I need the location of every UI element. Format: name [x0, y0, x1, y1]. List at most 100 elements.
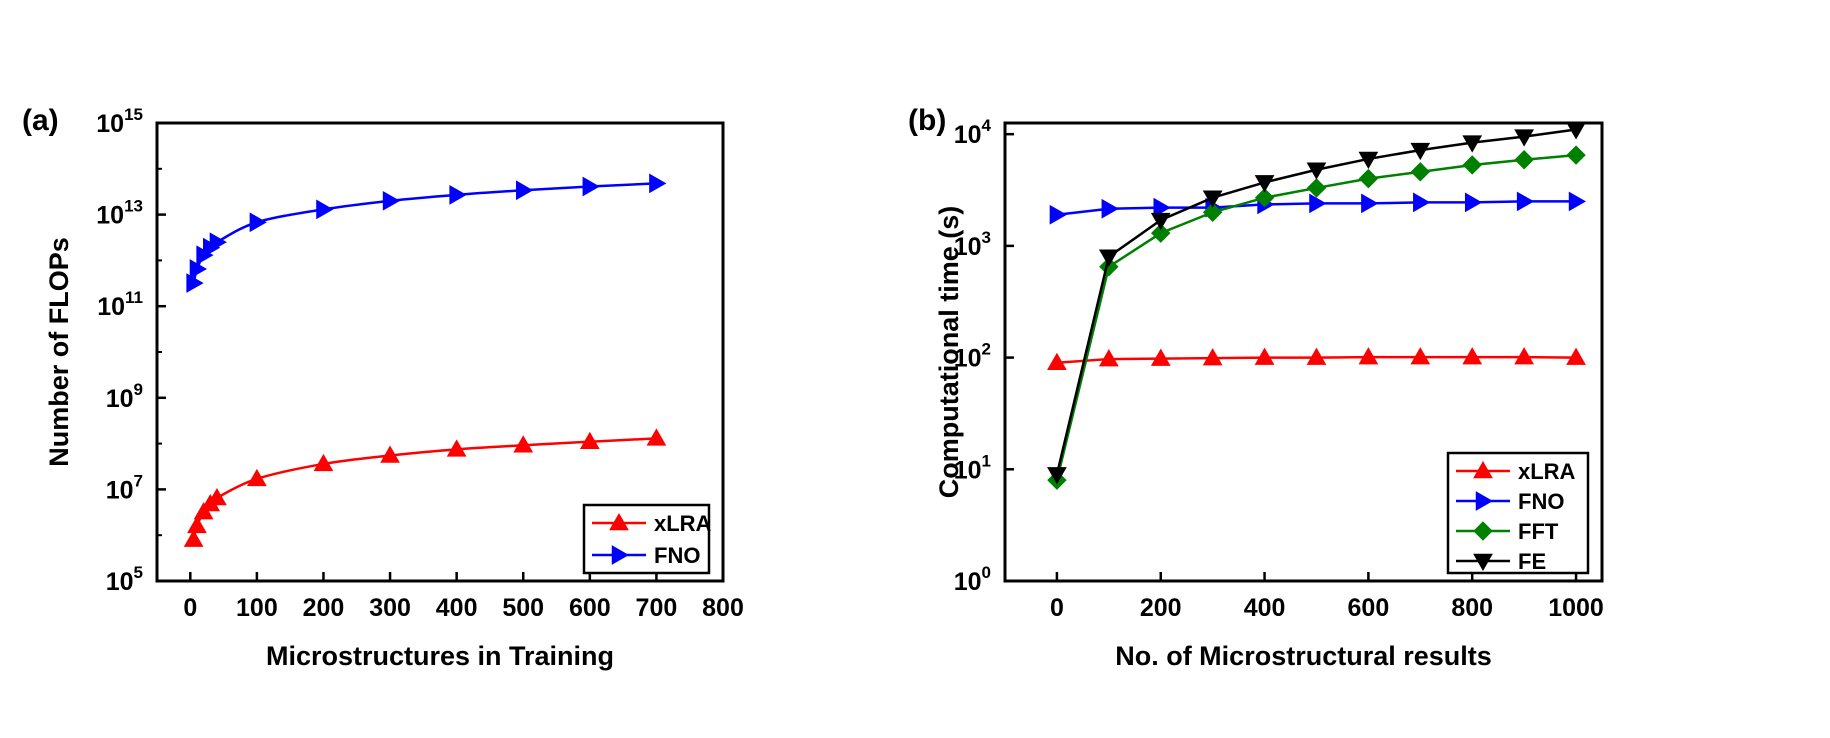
x-tick-label: 400 [1244, 594, 1286, 622]
y-tick-exponent: 13 [124, 197, 143, 216]
data-point-fno [582, 176, 600, 197]
y-tick-exponent: 0 [982, 563, 991, 582]
x-axis-label: Microstructures in Training [266, 641, 614, 671]
data-point-fft [1358, 168, 1379, 189]
data-point-xlra [1410, 347, 1431, 365]
data-point-xlra [1358, 347, 1379, 365]
legend-label: FNO [1518, 489, 1564, 514]
legend-item-xlra: xLRA [592, 511, 712, 536]
y-tick-base: 10 [106, 476, 134, 504]
y-tick-base: 10 [954, 456, 982, 484]
y-tick-label: 109 [106, 380, 143, 413]
data-point-fno [1413, 192, 1431, 213]
data-point-xlra [183, 529, 204, 547]
legend-swatch-marker [1473, 460, 1493, 479]
data-point-fft [1410, 162, 1431, 182]
data-point-fe [1566, 122, 1586, 140]
data-point-fe [1514, 129, 1534, 147]
data-point-xlra [579, 431, 600, 449]
data-point-xlra [1462, 347, 1483, 365]
y-tick-base: 10 [97, 293, 125, 321]
data-point-xlra [1047, 352, 1067, 370]
data-point-fft [1566, 145, 1586, 165]
data-point-fe [1358, 151, 1379, 169]
x-tick-label: 0 [183, 594, 197, 622]
data-point-fe [1306, 162, 1327, 180]
y-tick-label: 102 [954, 340, 991, 373]
x-tick-label: 600 [569, 594, 611, 622]
legend-label: FE [1518, 549, 1546, 574]
data-point-fno [382, 190, 401, 211]
y-tick-exponent: 1 [982, 451, 991, 470]
x-tick-label: 600 [1348, 594, 1390, 622]
data-point-fno [1101, 198, 1119, 219]
x-tick-label: 700 [636, 594, 678, 622]
legend-swatch-marker [1473, 521, 1493, 541]
x-tick-label: 500 [502, 594, 544, 622]
data-point-fno [515, 180, 534, 201]
data-point-xlra [380, 445, 400, 463]
data-point-fe [1410, 142, 1431, 161]
chart-a: (a)0 100 200 300 400 500 600 700 800105107109101… [22, 104, 744, 671]
y-tick-label: 104 [954, 116, 992, 149]
y-tick-exponent: 15 [124, 105, 143, 124]
legend-swatch-marker [1473, 553, 1493, 572]
x-tick-label: 300 [369, 594, 411, 622]
data-point-fft [1254, 187, 1275, 208]
x-tick-label: 1000 [1548, 594, 1604, 622]
data-point-fe [1098, 249, 1119, 267]
data-point-xlra [1514, 347, 1534, 365]
data-point-fno [189, 259, 207, 279]
y-tick-label: 105 [106, 563, 143, 596]
data-point-fft [1151, 223, 1171, 243]
x-tick-label: 100 [236, 594, 278, 622]
data-point-xlra [1306, 347, 1327, 365]
data-point-fft [1462, 155, 1482, 175]
data-point-xlra [446, 439, 467, 457]
y-tick-base: 10 [954, 233, 982, 261]
legend-box [582, 503, 711, 575]
data-point-fno [1309, 193, 1327, 214]
y-tick-base: 10 [106, 385, 134, 413]
legend-item-fno: FNO [1456, 489, 1564, 514]
data-point-fno [1049, 204, 1067, 225]
x-tick-label: 400 [436, 594, 478, 622]
panel-label: (a) [22, 104, 59, 137]
data-point-fno [649, 173, 667, 194]
y-tick-exponent: 5 [134, 563, 143, 582]
y-tick-label: 101 [954, 451, 991, 484]
data-point-xlra [1202, 348, 1223, 366]
data-point-xlra [187, 515, 207, 534]
y-tick-base: 10 [954, 568, 982, 596]
y-tick-label: 1011 [97, 288, 143, 321]
y-tick-label: 1015 [96, 105, 143, 138]
plot-frame [1003, 121, 1604, 583]
y-tick-exponent: 3 [982, 228, 991, 247]
series-fe [1047, 122, 1586, 485]
y-tick-base: 10 [96, 202, 124, 230]
y-axis-label: Number of FLOPs [44, 237, 74, 467]
data-point-xlra [646, 428, 667, 446]
data-point-fno [316, 199, 334, 220]
y-tick-exponent: 4 [982, 116, 992, 135]
y-tick-label: 100 [954, 563, 991, 596]
y-tick-base: 10 [96, 110, 124, 138]
x-tick-label: 0 [1050, 594, 1064, 622]
data-point-fno [449, 184, 467, 205]
series-xlra [1047, 347, 1586, 370]
data-point-fno [1568, 191, 1587, 212]
data-point-fe [1047, 467, 1067, 485]
data-point-fno [1464, 192, 1483, 213]
y-axis-label: Computational time (s) [934, 206, 964, 499]
legend-swatch-marker [1475, 491, 1494, 511]
y-tick-base: 10 [106, 568, 134, 596]
data-point-fno [1153, 197, 1171, 218]
legend-item-xlra: xLRA [1456, 459, 1576, 484]
legend-label: xLRA [654, 511, 712, 536]
data-point-fno [186, 273, 204, 293]
data-point-xlra [247, 468, 267, 487]
legend-swatch-marker [609, 512, 629, 531]
data-point-fft [1202, 202, 1223, 222]
y-tick-exponent: 7 [134, 471, 143, 490]
